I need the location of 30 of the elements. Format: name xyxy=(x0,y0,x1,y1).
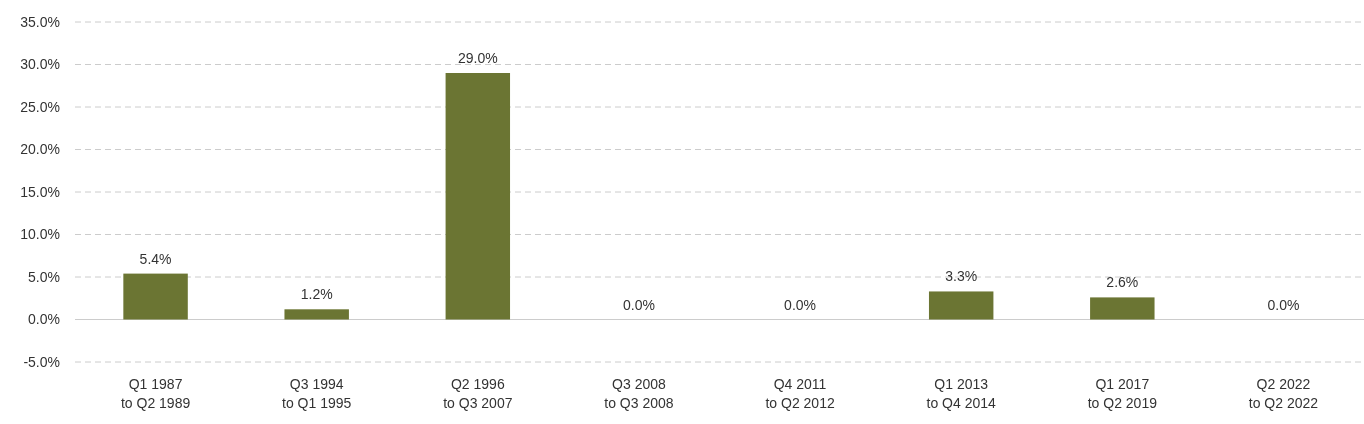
data-label: 1.2% xyxy=(300,286,333,303)
data-label: 2.6% xyxy=(1106,274,1139,291)
bar xyxy=(284,309,349,320)
bar xyxy=(123,273,188,320)
x-tick-label: Q2 1996 to Q3 2007 xyxy=(443,376,513,411)
data-label: 0.0% xyxy=(784,296,817,313)
x-tick-label: Q1 2017 to Q2 2019 xyxy=(1087,376,1158,411)
data-label: 3.3% xyxy=(945,268,978,285)
x-tick-label: Q1 1987 to Q2 1989 xyxy=(120,376,191,411)
y-tick-label: 35.0% xyxy=(20,13,60,30)
data-label: 0.0% xyxy=(622,296,655,313)
bar xyxy=(1090,297,1155,320)
x-tick-label: Q4 2011 to Q2 2012 xyxy=(765,376,835,411)
y-tick-label: 20.0% xyxy=(20,141,60,158)
data-label: 29.0% xyxy=(457,50,498,66)
y-tick-label: -5.0% xyxy=(23,353,60,370)
bar xyxy=(928,291,994,320)
x-tick-label: Q1 2013 to Q4 2014 xyxy=(926,376,997,411)
x-tick-label: Q2 2022 to Q2 2022 xyxy=(1248,376,1319,411)
data-label: 0.0% xyxy=(1267,296,1300,313)
y-tick-label: 10.0% xyxy=(20,226,60,243)
x-tick-label: Q3 1994 to Q1 1995 xyxy=(282,376,352,411)
bar xyxy=(445,73,511,320)
y-tick-label: 15.0% xyxy=(20,183,60,200)
y-tick-label: 5.0% xyxy=(28,268,60,285)
data-label: 5.4% xyxy=(139,250,172,267)
x-tick-label: Q3 2008 to Q3 2008 xyxy=(604,376,674,411)
y-tick-label: 25.0% xyxy=(20,98,60,115)
y-tick-label: 0.0% xyxy=(28,311,60,328)
y-tick-label: 30.0% xyxy=(20,56,60,73)
